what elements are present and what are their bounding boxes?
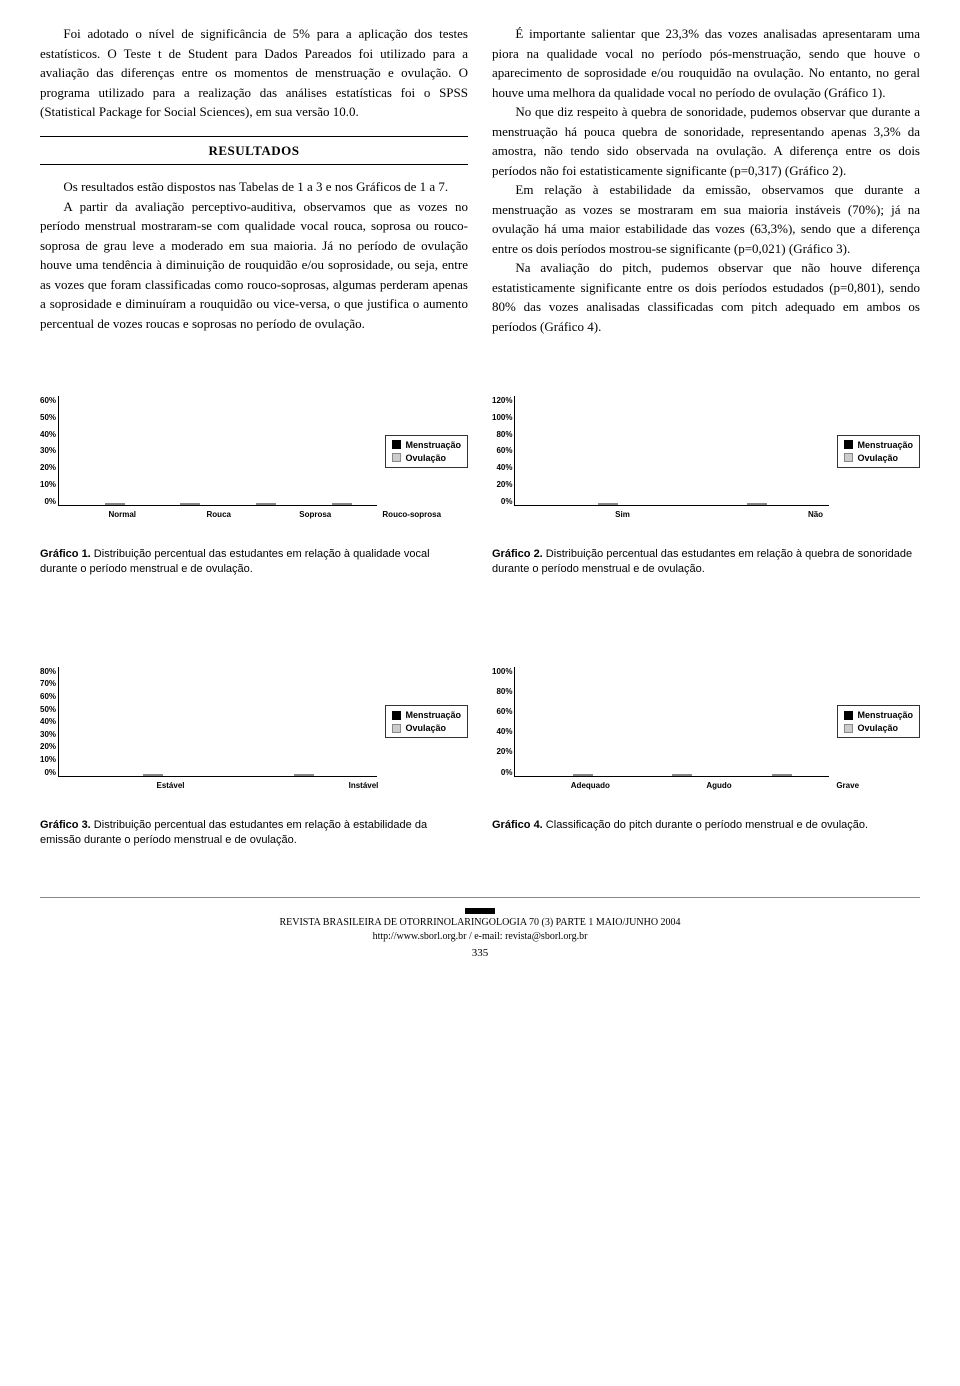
legend-label: Ovulação (405, 453, 446, 463)
chart-1-yaxis: 60%50%40%30%20%10%0% (40, 396, 58, 506)
bar-ovulacao (143, 774, 163, 776)
legend-label: Menstruação (405, 710, 461, 720)
chart-1-xlabels: NormalRoucaSoprosaRouco-soprosa (66, 507, 468, 519)
chart-3-yaxis: 80%70%60%50%40%30%20%10%0% (40, 667, 58, 777)
chart-2-legend: Menstruação Ovulação (837, 435, 920, 468)
bar-ovulacao (573, 774, 593, 776)
bar-ovulacao (747, 503, 767, 505)
legend-label: Menstruação (857, 710, 913, 720)
chart-4-caption: Gráfico 4. Classificação do pitch durant… (492, 818, 920, 833)
bar-ovulacao (332, 503, 352, 505)
chart-4-block: 100%80%60%40%20%0% Menstruação Ovulação … (492, 667, 920, 848)
bar-ovulacao (772, 774, 792, 776)
legend-label: Ovulação (857, 453, 898, 463)
chart-3-legend: Menstruação Ovulação (385, 705, 468, 738)
chart-1-block: 60%50%40%30%20%10%0% Menstruação Ovulaçã… (40, 396, 468, 577)
chart-2-xlabels: SimNão (518, 507, 920, 519)
bar-ovulacao (256, 503, 276, 505)
chart-2-yaxis: 120%100%80%60%40%20%0% (492, 396, 514, 506)
footer-line-1: REVISTA BRASILEIRA DE OTORRINOLARINGOLOG… (40, 916, 920, 930)
legend-swatch-icon (844, 724, 853, 733)
legend-swatch-icon (844, 711, 853, 720)
body-para: É importante salientar que 23,3% das voz… (492, 24, 920, 102)
chart-2-block: 120%100%80%60%40%20%0% Menstruação Ovula… (492, 396, 920, 577)
body-para: No que diz respeito à quebra de sonorida… (492, 102, 920, 180)
bar-ovulacao (672, 774, 692, 776)
chart-4-xlabels: AdequadoAgudoGrave (518, 778, 920, 790)
chart-1-legend: Menstruação Ovulação (385, 435, 468, 468)
legend-swatch-icon (844, 440, 853, 449)
body-para: Os resultados estão dispostos nas Tabela… (40, 177, 468, 197)
legend-label: Ovulação (405, 723, 446, 733)
chart-2-bars (514, 396, 829, 506)
legend-swatch-icon (392, 440, 401, 449)
left-column: Foi adotado o nível de significância de … (40, 24, 468, 336)
chart-1-bars (58, 396, 377, 506)
legend-swatch-icon (844, 453, 853, 462)
body-para: Na avaliação do pitch, pudemos observar … (492, 258, 920, 336)
legend-swatch-icon (392, 453, 401, 462)
legend-label: Ovulação (857, 723, 898, 733)
bar-ovulacao (180, 503, 200, 505)
body-para: Foi adotado o nível de significância de … (40, 24, 468, 122)
right-column: É importante salientar que 23,3% das voz… (492, 24, 920, 336)
chart-3-xlabels: EstávelInstável (66, 778, 468, 790)
chart-4-bars (514, 667, 829, 777)
footer-line-2: http://www.sborl.org.br / e-mail: revist… (40, 930, 920, 944)
page-footer: REVISTA BRASILEIRA DE OTORRINOLARINGOLOG… (40, 897, 920, 961)
body-para: A partir da avaliação perceptivo-auditiv… (40, 197, 468, 334)
bar-ovulacao (105, 503, 125, 505)
chart-3-block: 80%70%60%50%40%30%20%10%0% Menstruação O… (40, 667, 468, 848)
bar-ovulacao (294, 774, 314, 776)
page-number: 335 (40, 946, 920, 961)
legend-swatch-icon (392, 711, 401, 720)
bar-ovulacao (598, 503, 618, 505)
body-para: Em relação à estabilidade da emissão, ob… (492, 180, 920, 258)
chart-3-bars (58, 667, 377, 777)
footer-bar-icon (465, 908, 495, 914)
legend-label: Menstruação (405, 440, 461, 450)
chart-1-caption: Gráfico 1. Distribuição percentual das e… (40, 547, 468, 577)
resultados-heading: RESULTADOS (40, 136, 468, 166)
chart-3-caption: Gráfico 3. Distribuição percentual das e… (40, 818, 468, 848)
chart-4-yaxis: 100%80%60%40%20%0% (492, 667, 514, 777)
chart-4-legend: Menstruação Ovulação (837, 705, 920, 738)
legend-label: Menstruação (857, 440, 913, 450)
chart-2-caption: Gráfico 2. Distribuição percentual das e… (492, 547, 920, 577)
legend-swatch-icon (392, 724, 401, 733)
